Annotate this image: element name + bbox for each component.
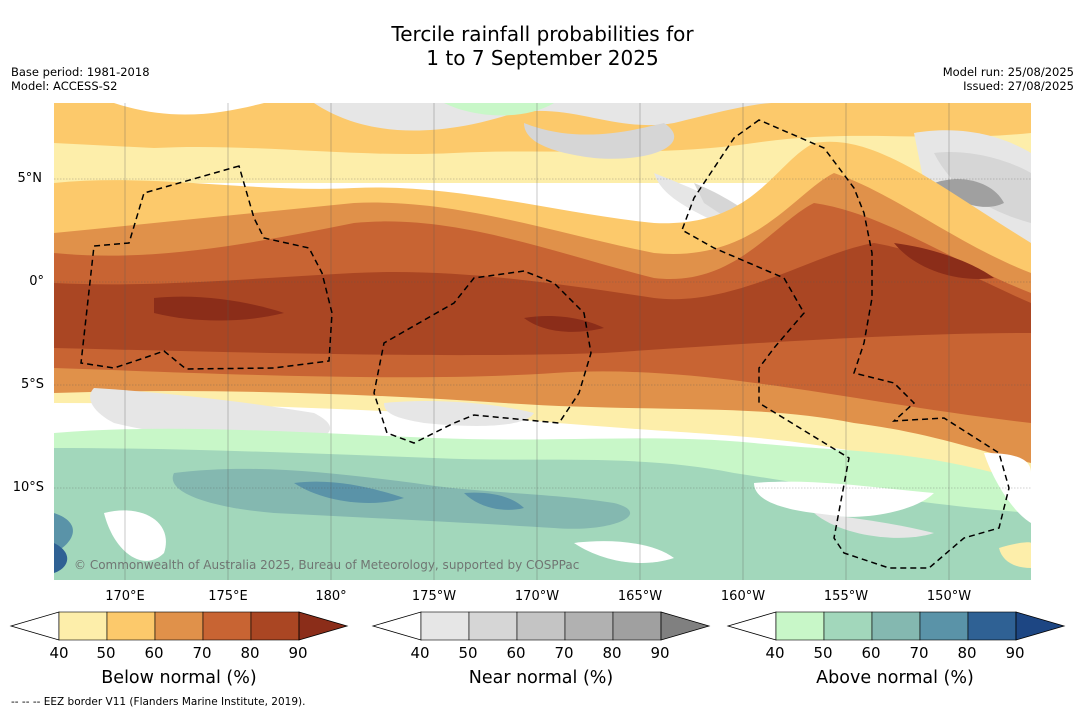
colorbar-near-normal xyxy=(371,611,711,641)
eez-borders xyxy=(80,119,1010,569)
tercile-probability-shading xyxy=(54,103,1031,580)
model-text: Model: ACCESS-S2 xyxy=(11,79,118,93)
model-run-text: Model run: 25/08/2025 xyxy=(942,65,1074,79)
colorbar-title-above: Above normal (%) xyxy=(816,668,974,688)
lon-label-160w: 160°W xyxy=(720,589,766,604)
lon-label-155w: 155°W xyxy=(823,589,869,604)
map-title: Tercile rainfall probabilities for 1 to … xyxy=(0,22,1085,70)
colorbar-title-below: Below normal (%) xyxy=(101,668,257,688)
lon-label-180: 180° xyxy=(315,589,347,604)
colorbar-below-normal xyxy=(9,611,349,641)
eez-border-kiribati-line xyxy=(681,119,1010,569)
cb2-tick-70: 70 xyxy=(554,644,574,662)
issued-text: Issued: 27/08/2025 xyxy=(963,79,1074,93)
colorbars xyxy=(9,611,1066,641)
colorbar-near-lower-extension xyxy=(371,611,422,641)
colorbar-above-segment-1 xyxy=(775,611,825,641)
colorbar-near-segment-2 xyxy=(468,611,518,641)
lat-label-5s: 5°S xyxy=(20,377,44,392)
lon-label-150w: 150°W xyxy=(926,589,972,604)
colorbar-near-upper-extension xyxy=(660,611,711,641)
colorbar-below-segment-3 xyxy=(154,611,204,641)
lon-label-165w: 165°W xyxy=(617,589,663,604)
cb2-tick-50: 50 xyxy=(458,644,478,662)
cb3-tick-90: 90 xyxy=(1005,644,1025,662)
colorbar-near-segment-5 xyxy=(612,611,662,641)
colorbar-above-normal xyxy=(726,611,1066,641)
colorbar-above-upper-extension xyxy=(1015,611,1066,641)
title-line-2: 1 to 7 September 2025 xyxy=(426,46,659,70)
colorbar-below-segment-5 xyxy=(250,611,300,641)
cb1-tick-50: 50 xyxy=(96,644,116,662)
cb1-tick-60: 60 xyxy=(144,644,164,662)
colorbar-near-segment-3 xyxy=(516,611,566,641)
cb1-tick-70: 70 xyxy=(192,644,212,662)
lon-label-170e: 170°E xyxy=(105,589,145,604)
colorbar-above-lower-extension xyxy=(726,611,777,641)
lat-label-0: 0° xyxy=(29,274,44,289)
cb3-tick-80: 80 xyxy=(957,644,977,662)
cb3-tick-40: 40 xyxy=(765,644,785,662)
colorbar-below-segment-2 xyxy=(106,611,156,641)
colorbar-near-segment-1 xyxy=(420,611,470,641)
lon-label-175e: 175°E xyxy=(208,589,248,604)
cb2-tick-80: 80 xyxy=(602,644,622,662)
cb2-tick-90: 90 xyxy=(650,644,670,662)
colorbar-above-segment-4 xyxy=(919,611,969,641)
cb3-tick-60: 60 xyxy=(861,644,881,662)
colorbar-above-segment-3 xyxy=(871,611,921,641)
cb1-tick-90: 90 xyxy=(288,644,308,662)
title-line-1: Tercile rainfall probabilities for xyxy=(391,22,694,46)
base-period-text: Base period: 1981-2018 xyxy=(11,65,150,79)
lon-label-170w: 170°W xyxy=(514,589,560,604)
colorbar-below-upper-extension xyxy=(298,611,349,641)
lat-label-10s: 10°S xyxy=(12,480,44,495)
eez-border-kiribati-phoenix xyxy=(373,270,592,444)
cb2-tick-40: 40 xyxy=(410,644,430,662)
eez-footnote: -- -- -- EEZ border V11 (Flanders Marine… xyxy=(11,696,306,708)
cb1-tick-40: 40 xyxy=(49,644,69,662)
colorbar-above-segment-5 xyxy=(967,611,1017,641)
cb2-tick-60: 60 xyxy=(506,644,526,662)
cb1-tick-80: 80 xyxy=(240,644,260,662)
colorbar-above-segment-2 xyxy=(823,611,873,641)
colorbar-below-segment-1 xyxy=(58,611,108,641)
lon-label-175w: 175°W xyxy=(411,589,457,604)
copyright-notice: © Commonwealth of Australia 2025, Bureau… xyxy=(74,558,580,572)
cb3-tick-70: 70 xyxy=(909,644,929,662)
colorbar-below-lower-extension xyxy=(9,611,60,641)
eez-border-kiribati-gilbert xyxy=(80,165,333,370)
metadata-left: Base period: 1981-2018 Model: ACCESS-S2 xyxy=(11,65,150,93)
colorbar-near-segment-4 xyxy=(564,611,614,641)
cb3-tick-50: 50 xyxy=(813,644,833,662)
lat-label-5n: 5°N xyxy=(17,171,43,186)
graticule xyxy=(54,103,1031,580)
colorbar-below-segment-4 xyxy=(202,611,252,641)
probability-map xyxy=(54,103,1031,580)
colorbar-title-near: Near normal (%) xyxy=(468,668,614,688)
metadata-right: Model run: 25/08/2025 Issued: 27/08/2025 xyxy=(943,65,1074,93)
